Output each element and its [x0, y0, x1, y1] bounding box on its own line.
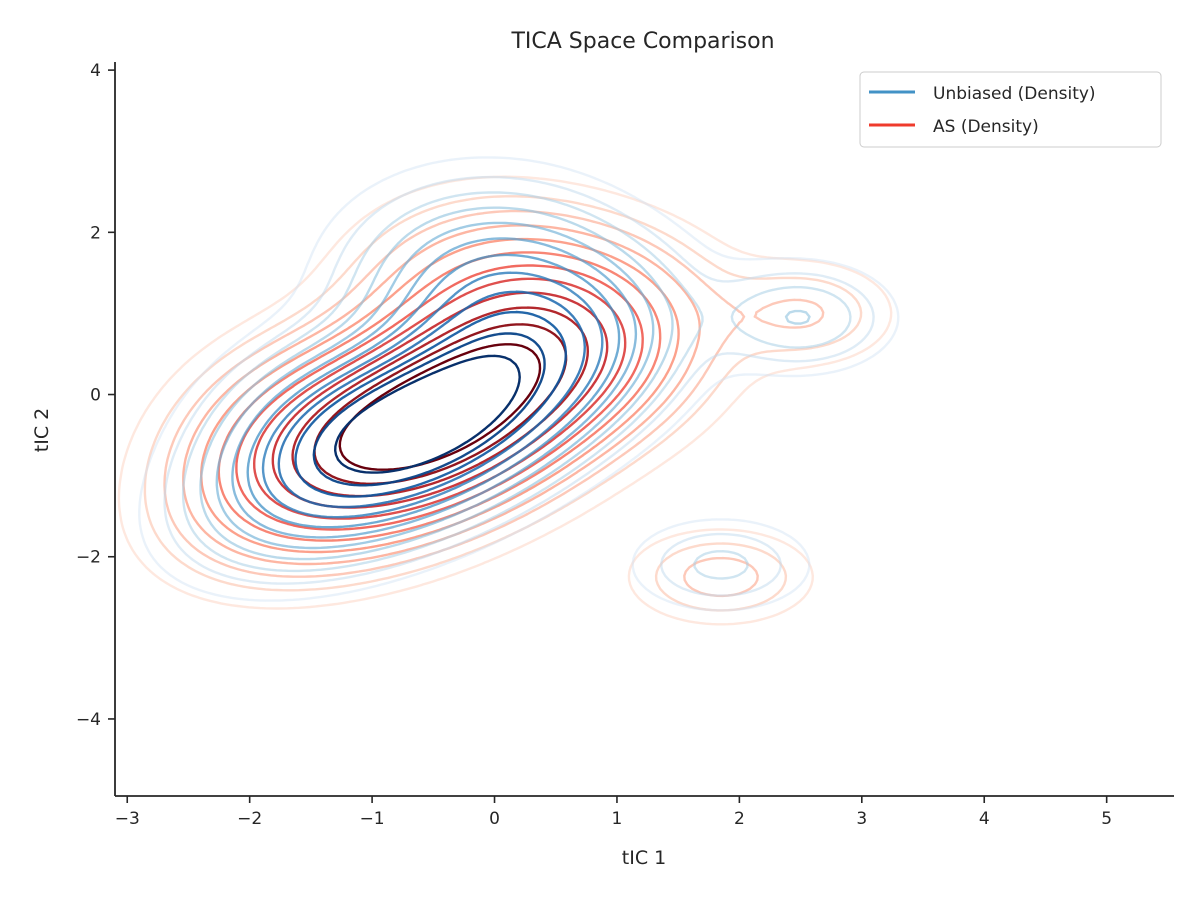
contour-plot-area [117, 156, 900, 626]
contour-level-4 [199, 206, 811, 561]
contour-level-11 [312, 332, 546, 487]
x-axis-title: tIC 1 [622, 847, 666, 869]
chart-title: TICA Space Comparison [510, 29, 774, 54]
x-tick-label: 0 [489, 809, 500, 829]
legend-label-unbiased: Unbiased (Density) [933, 84, 1096, 104]
x-tick-label: 4 [979, 809, 990, 829]
x-tick-label: 1 [612, 809, 623, 829]
series-as-contours [117, 175, 893, 626]
contour-level-7 [246, 253, 621, 529]
contour-level-9 [277, 290, 586, 509]
contour-level-1 [117, 175, 893, 626]
x-tick-label: 3 [856, 809, 867, 829]
y-tick-label: 2 [90, 223, 101, 243]
y-tick-label: −4 [76, 710, 101, 730]
y-tick-label: −2 [76, 548, 101, 568]
y-tick-label: 0 [90, 386, 101, 406]
contour-level-8 [253, 277, 627, 520]
legend: Unbiased (Density) AS (Density) [859, 71, 1162, 148]
series-unbiased-contours [138, 156, 900, 612]
x-tick-label: −2 [237, 809, 262, 829]
x-tick-label: −3 [115, 809, 140, 829]
contour-level-6 [231, 237, 638, 539]
contour-level-5 [215, 221, 655, 550]
x-tick-label: 2 [734, 809, 745, 829]
x-tick-label: −1 [360, 809, 385, 829]
contour-level-2 [143, 195, 863, 612]
legend-label-as: AS (Density) [933, 117, 1039, 137]
y-axis-ticks: −4 −2 0 2 4 [76, 61, 115, 730]
contour-level-8 [261, 271, 604, 519]
contour-level-10 [294, 310, 567, 498]
x-axis-ticks: −3 −2 −1 0 1 2 3 4 5 [115, 796, 1112, 829]
contour-level-12 [334, 354, 521, 474]
contour-level-1 [138, 156, 900, 612]
contour-level-3 [181, 191, 852, 580]
y-axis-title: tIC 2 [31, 408, 53, 452]
x-tick-label: 5 [1101, 809, 1112, 829]
legend-box [859, 71, 1162, 148]
y-tick-label: 4 [90, 61, 101, 81]
contour-level-2 [163, 175, 875, 597]
